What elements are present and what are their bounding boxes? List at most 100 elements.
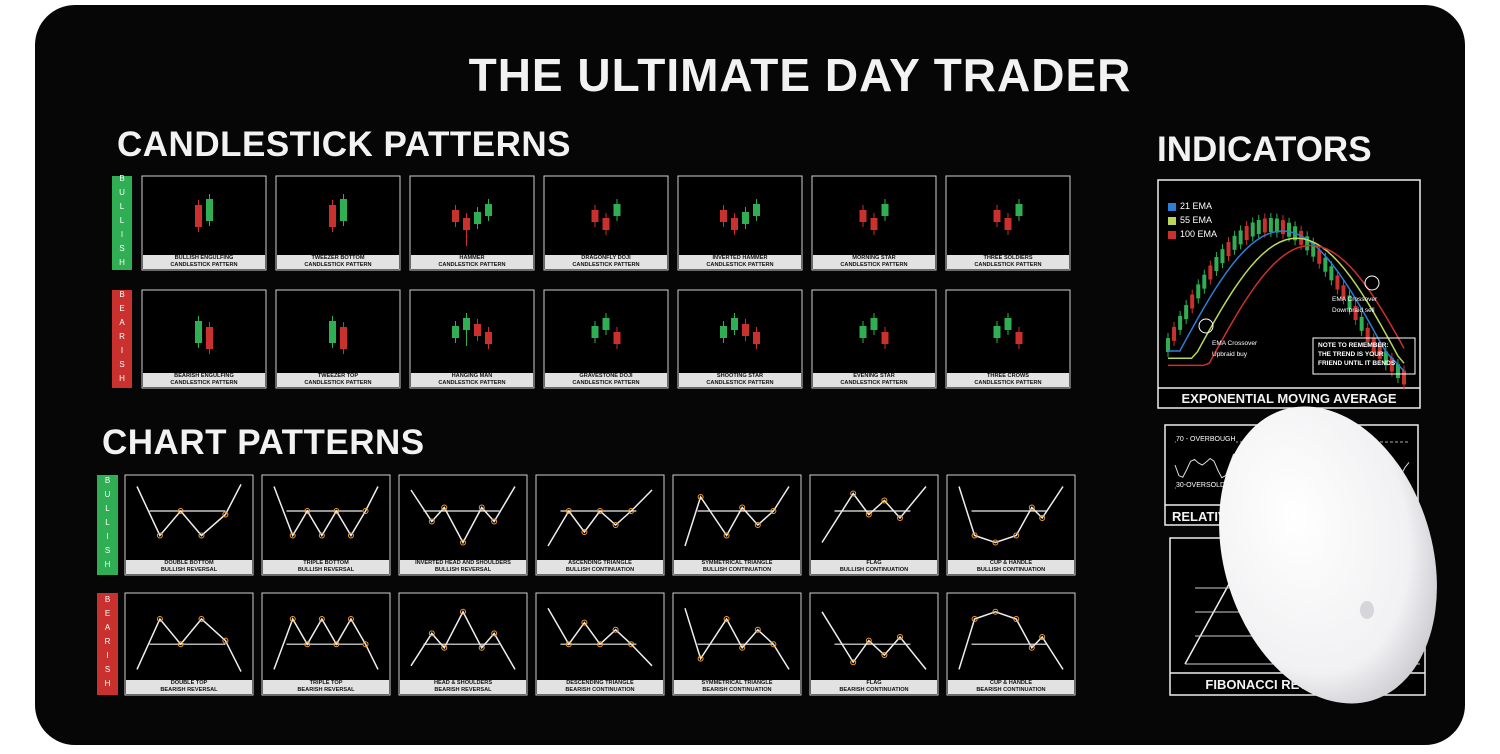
candle-body [340, 327, 347, 349]
ema-candle [1208, 265, 1213, 280]
panel-caption: HANGING MAN [451, 373, 493, 379]
panel-caption: SYMMETRICAL TRIANGLE [701, 680, 773, 686]
caption-strip [947, 255, 1069, 269]
ema-candle [1274, 218, 1279, 233]
candle-body [613, 332, 621, 344]
side-label-box [112, 290, 132, 388]
pivot [881, 652, 888, 658]
pattern-line [273, 617, 379, 670]
caption-strip [126, 680, 252, 694]
pivot [612, 626, 619, 633]
pivot [318, 616, 325, 622]
candle-body [720, 210, 727, 222]
candle-body [1004, 318, 1012, 330]
pivot [770, 641, 777, 648]
panel-caption: CANDLESTICK PATTERN [304, 379, 372, 386]
panel-caption: MORNING STAR [852, 255, 896, 261]
panel-caption: FLAG [866, 680, 882, 686]
pivot [897, 634, 903, 640]
ema-candle [1190, 294, 1195, 309]
pivot [971, 532, 978, 539]
candle-body [731, 318, 738, 330]
ema-candle [1226, 242, 1231, 257]
panel-caption: BEARISH CONTINUATION [839, 686, 909, 693]
panel [535, 474, 665, 576]
caption-strip [537, 560, 663, 574]
pivot [754, 522, 761, 528]
pivot [156, 616, 163, 622]
pivot [723, 532, 730, 539]
panel-caption: BEARISH REVERSAL [160, 686, 218, 693]
pivot [304, 508, 311, 514]
caption-strip [947, 373, 1069, 387]
panel-caption: BULLISH REVERSAL [160, 566, 218, 573]
panel-caption: BEARISH CONTINUATION [702, 686, 772, 693]
ema-candle [1359, 316, 1364, 331]
candle-body [1004, 218, 1012, 230]
crossover-mark [1198, 318, 1214, 334]
ema-candle [1262, 218, 1267, 233]
panel-caption: BEARISH ENGULFING [174, 373, 234, 379]
panel-caption: INVERTED HAMMER [712, 255, 768, 261]
pattern-line [136, 617, 242, 672]
caption-strip [411, 373, 533, 387]
caption-strip [126, 560, 252, 574]
caption-strip [813, 373, 935, 387]
pivot [992, 608, 999, 615]
pivot [222, 637, 229, 644]
candle-body [474, 324, 481, 336]
panel-caption: TRIPLE TOP [309, 680, 343, 686]
pivot [428, 518, 435, 525]
candle-body [452, 326, 459, 338]
pivot [612, 522, 619, 528]
candle-body [463, 218, 470, 230]
caption-strip [813, 255, 935, 269]
pivot [739, 644, 746, 651]
ema-candle [1311, 242, 1316, 257]
candle-body [753, 204, 760, 216]
side-label: BULLISH [103, 476, 112, 574]
panel-caption: CANDLESTICK PATTERN [572, 379, 640, 386]
ema-candle [1178, 315, 1183, 330]
caption-strip [674, 560, 800, 574]
candle-body [591, 326, 599, 338]
panel-caption: BEARISH REVERSAL [434, 686, 492, 693]
ema-candle [1341, 285, 1346, 300]
ema-candle [1196, 284, 1201, 299]
ema-candle [1244, 225, 1249, 240]
candle-body [870, 318, 878, 330]
panel-caption: CANDLESTICK PATTERN [706, 261, 774, 268]
candle-body [993, 326, 1001, 338]
pivot [289, 532, 296, 539]
ema-line [1168, 230, 1405, 372]
ema-candle [1323, 257, 1328, 272]
caption-strip [263, 680, 389, 694]
ema-candle [1287, 222, 1292, 237]
panel [398, 474, 528, 576]
pivot [347, 616, 354, 622]
ema-candle [1184, 305, 1189, 320]
pattern-line [958, 486, 1064, 544]
panel-caption: CANDLESTICK PATTERN [974, 379, 1042, 386]
candle-body [870, 218, 878, 230]
ema-candle [1256, 219, 1261, 234]
pivot [1028, 644, 1035, 651]
pivot [754, 626, 761, 633]
candle-body [881, 332, 889, 344]
panel-caption: BEARISH REVERSAL [297, 686, 355, 693]
pattern-line [136, 484, 242, 537]
panel-caption: CUP & HANDLE [989, 680, 1033, 686]
panel-caption: HAMMER [459, 255, 485, 261]
remember-text: THE TREND IS YOUR [1318, 351, 1384, 358]
panel-caption: CANDLESTICK PATTERN [304, 261, 372, 268]
pivot [478, 644, 485, 651]
panel [141, 175, 267, 271]
ema-candle [1402, 370, 1406, 385]
legend-swatch [1168, 203, 1176, 211]
mouse-logo [1360, 601, 1374, 619]
caption-strip [400, 680, 526, 694]
panel-caption: BULLISH REVERSAL [297, 566, 355, 573]
panel [945, 289, 1071, 389]
ema-candle [1250, 222, 1255, 237]
